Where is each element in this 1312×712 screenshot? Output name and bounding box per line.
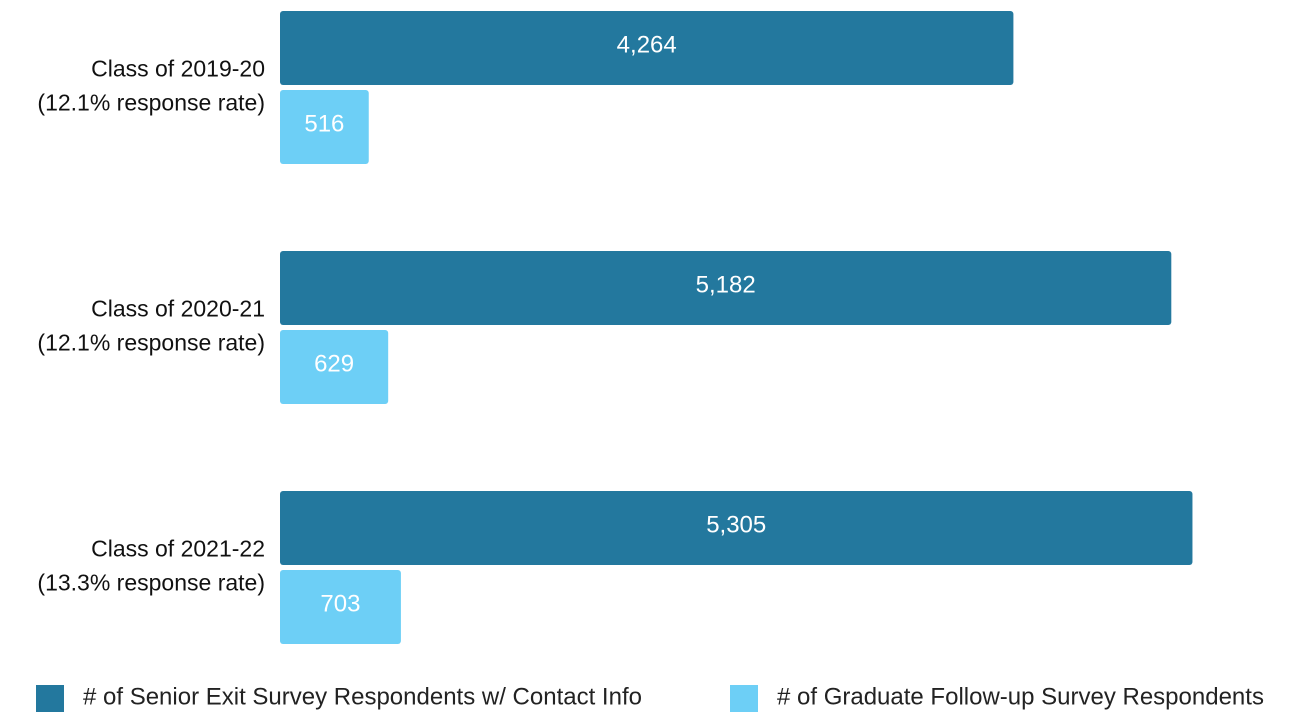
legend-swatch	[36, 685, 64, 712]
value-label: 629	[314, 350, 354, 377]
value-label: 5,182	[696, 271, 756, 298]
category-label: (12.1% response rate)	[37, 90, 265, 116]
category-label: Class of 2020-21	[91, 296, 265, 322]
value-label: 5,305	[706, 511, 766, 538]
legend-label: # of Graduate Follow-up Survey Responden…	[777, 683, 1264, 710]
value-label: 703	[320, 590, 360, 617]
category-label: Class of 2021-22	[91, 536, 265, 562]
legend-swatch	[730, 685, 758, 712]
bar	[280, 570, 401, 644]
bar	[280, 491, 1193, 565]
value-label: 516	[304, 110, 344, 137]
bar	[280, 90, 369, 164]
category-label: (13.3% response rate)	[37, 570, 265, 596]
bar	[280, 251, 1172, 325]
legend-label: # of Senior Exit Survey Respondents w/ C…	[83, 683, 642, 710]
bar	[280, 330, 389, 404]
bar	[280, 11, 1014, 85]
category-label: Class of 2019-20	[91, 56, 265, 82]
category-label: (12.1% response rate)	[37, 330, 265, 356]
value-label: 4,264	[617, 31, 677, 58]
